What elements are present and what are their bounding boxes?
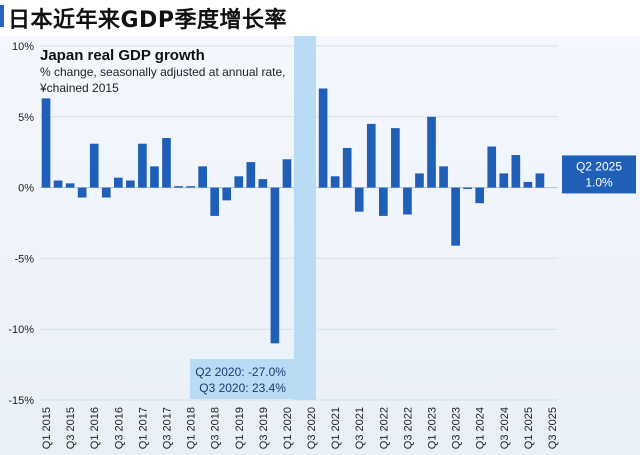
covid-annotation-line-1: Q2 2020: -27.0% (195, 365, 286, 379)
bar (101, 187, 111, 198)
bar (234, 176, 244, 188)
x-tick-label: Q1 2024 (475, 407, 487, 449)
bar (150, 166, 159, 188)
x-tick-label: Q3 2015 (65, 407, 77, 449)
bar (210, 187, 220, 216)
chart-panel: 10% 5% 0% -5% -10% -15% Q1 2015 Q3 2015 Q1 2016… (0, 36, 640, 455)
x-tick-label: Q3 2019 (258, 407, 270, 449)
bar (294, 187, 304, 400)
bar (318, 88, 328, 188)
bar (511, 155, 521, 188)
bar (354, 187, 364, 212)
bar (439, 166, 448, 188)
bar-series (41, 46, 545, 400)
latest-value-callout: Q2 2025 1.0% (562, 155, 636, 194)
covid-annotation-line-2: Q3 2020: 23.4% (199, 381, 286, 395)
bar (198, 166, 207, 188)
bar (282, 159, 292, 188)
bar (65, 183, 75, 188)
chart-subtitle-line-2: ¥chained 2015 (39, 81, 119, 95)
bar (174, 186, 183, 188)
bar (415, 173, 424, 188)
bar (403, 187, 412, 215)
page-header: 日本近年来GDP季度增长率 (0, 0, 640, 36)
bar (162, 138, 171, 188)
bar (451, 187, 460, 246)
latest-quarter-label: Q2 2025 (576, 159, 622, 173)
x-tick-label: Q1 2025 (523, 407, 535, 449)
latest-value-box (562, 155, 636, 194)
bar (499, 173, 509, 188)
x-tick-label: Q3 2021 (354, 407, 366, 449)
y-tick-label: 5% (18, 112, 34, 124)
y-tick-label: -15% (8, 395, 34, 407)
bar (113, 177, 123, 188)
chart-title: Japan real GDP growth (40, 47, 205, 64)
x-tick-label: Q1 2015 (41, 407, 53, 449)
bar (535, 173, 545, 188)
bar (186, 186, 195, 188)
x-tick-label: Q1 2022 (378, 407, 390, 449)
x-tick-label: Q1 2021 (330, 407, 342, 449)
x-tick-label: Q1 2023 (427, 407, 439, 449)
y-tick-label: -5% (14, 253, 34, 265)
bar (258, 179, 268, 188)
y-tick-label: 0% (18, 183, 34, 195)
bar (53, 180, 63, 188)
bar (41, 98, 51, 188)
gdp-bar-chart: 10% 5% 0% -5% -10% -15% Q1 2015 Q3 2015 Q1 2016… (8, 36, 636, 449)
x-tick-label: Q3 2018 (210, 407, 222, 449)
latest-value-label: 1.0% (585, 175, 613, 189)
page-title: 日本近年来GDP季度增长率 (8, 8, 287, 33)
x-tick-label: Q1 2020 (282, 407, 294, 449)
bar (378, 187, 388, 216)
bar (427, 116, 436, 188)
chart-subtitle-line-1: % change, seasonally adjusted at annual … (40, 65, 286, 79)
x-tick-label: Q3 2022 (402, 407, 414, 449)
bar (523, 181, 533, 188)
title-accent-bar (0, 5, 4, 27)
bar (330, 176, 340, 188)
bar (475, 187, 485, 204)
x-tick-label: Q1 2017 (137, 407, 149, 449)
x-tick-label: Q1 2018 (186, 407, 198, 449)
y-tick-label: -10% (8, 324, 34, 336)
covid-annotation-box (189, 359, 294, 399)
x-tick-label: Q1 2016 (89, 407, 101, 449)
bar (487, 146, 497, 188)
chart-title-block: Japan real GDP growth % change, seasonal… (39, 47, 286, 95)
x-tick-label: Q1 2019 (234, 407, 246, 449)
bar (270, 187, 280, 344)
bar (463, 187, 472, 190)
x-tick-label: Q3 2024 (499, 407, 511, 449)
bar (391, 128, 400, 188)
bar (246, 162, 256, 188)
bar (126, 180, 135, 188)
covid-annotation: Q2 2020: -27.0% Q3 2020: 23.4% (189, 359, 294, 399)
x-tick-label: Q3 2020 (306, 407, 318, 449)
x-tick-label: Q3 2016 (113, 407, 125, 449)
y-axis: 10% 5% 0% -5% -10% -15% (8, 41, 34, 407)
bar (306, 46, 316, 188)
x-axis: Q1 2015 Q3 2015 Q1 2016 Q3 2016 Q1 2017 Q3 20… (41, 407, 559, 449)
bar (138, 143, 147, 188)
x-tick-label: Q3 2025 (547, 407, 559, 449)
bar (77, 187, 87, 198)
x-tick-label: Q3 2017 (161, 407, 173, 449)
bar (342, 147, 352, 188)
bar (222, 187, 232, 201)
y-tick-label: 10% (12, 41, 34, 53)
bar (89, 143, 99, 188)
x-tick-label: Q3 2023 (451, 407, 463, 449)
bar (366, 123, 376, 188)
